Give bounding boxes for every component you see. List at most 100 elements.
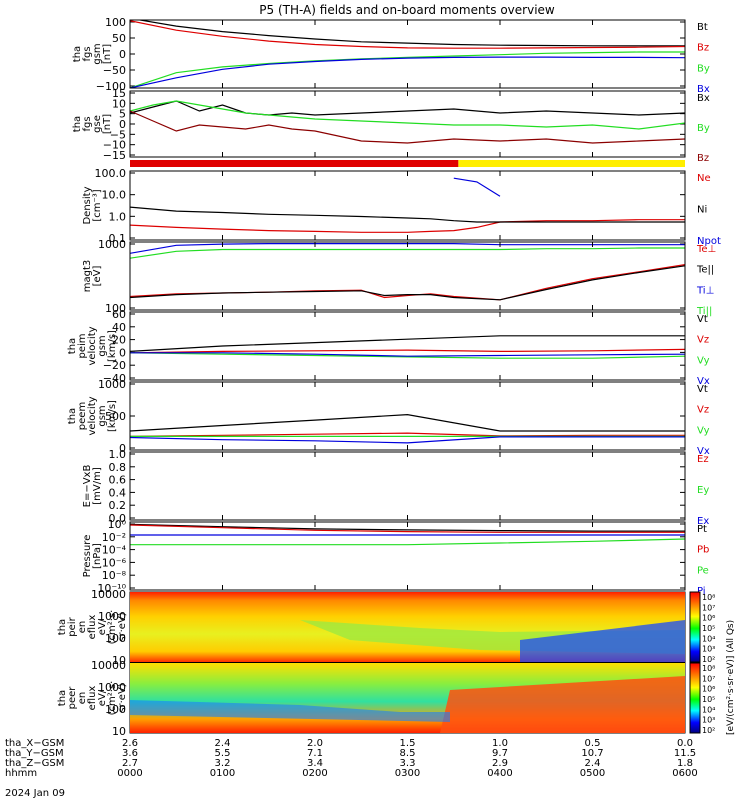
panel-peir_spec: 10000 1000 100 10 thapeirenefluxeV/(cm²·s·sr…: [57, 588, 686, 667]
spectrogram-peir: [130, 592, 685, 662]
series-line-Pe: [130, 538, 685, 546]
y-tick-label: 10⁰: [108, 518, 127, 531]
legend-entry: Vy: [697, 425, 710, 436]
legend-entry: By: [697, 123, 710, 134]
colorbar-tick-label: 10⁴: [702, 705, 715, 714]
series-line-Bt: [136, 20, 685, 47]
y-tick-label: 10: [112, 654, 126, 667]
y-axis-label: E=−VxB[mV/m]: [82, 465, 103, 508]
colorbar-tick-label: 10³: [702, 645, 715, 654]
panel-fgs_gsm: 100 50 0 −50 −100 thafgsgsm[nT] Bt Bz By Bx: [72, 16, 710, 95]
series-line-Ne: [130, 219, 685, 233]
legend-entry: Ti⊥: [696, 285, 714, 296]
series-line-Vz: [130, 348, 685, 354]
x-axis-value: 3.6: [122, 748, 138, 759]
x-axis: tha_X−GSM 2.6 2.4 2.0 1.5 1.0 0.5 0.0 tha_Y−GSM 3…: [5, 738, 698, 779]
x-axis-row-label: tha_Z−GSM: [5, 758, 64, 769]
figure-title: P5 (TH-A) fields and on-board moments ov…: [259, 3, 555, 17]
x-axis-value: 2.0: [307, 738, 323, 749]
y-tick-label: 0: [119, 442, 126, 455]
x-axis-value: 0.5: [585, 738, 601, 749]
y-tick-label: 15: [112, 87, 126, 100]
x-axis-value: 0400: [487, 768, 512, 779]
y-tick-label: 500: [105, 410, 126, 423]
y-tick-label: 40: [112, 321, 126, 334]
series-line-By: [130, 100, 685, 130]
series-line-Pb: [130, 524, 685, 533]
colorbar-tick-label: 10⁴: [702, 634, 715, 643]
y-tick-label: 0.6: [109, 474, 127, 487]
mode-bar-segment-yellow: [458, 160, 685, 167]
series-line-Bx: [130, 100, 685, 116]
y-axis-label: Pressure[nPa]: [82, 535, 103, 578]
x-axis-value: 0600: [672, 768, 697, 779]
x-axis-value: 11.5: [674, 748, 696, 759]
legend-entry: Pi: [697, 586, 706, 597]
x-axis-value: 2.7: [122, 758, 138, 769]
y-tick-label: 5: [119, 108, 126, 121]
colorbar-tick-label: 10⁷: [702, 603, 715, 612]
series-line-Ti||: [130, 247, 685, 259]
series-line-By: [130, 51, 685, 88]
y-tick-label: −10: [103, 139, 126, 152]
panel-frame: [129, 241, 686, 311]
y-tick-label: 1000: [98, 681, 126, 694]
y-tick-label: 100: [105, 302, 126, 315]
x-axis-row-label: tha_X−GSM: [5, 738, 64, 749]
legend-entry: Vt: [697, 314, 708, 325]
series-line-Te||: [130, 265, 685, 301]
panel-frame: [129, 451, 686, 521]
y-axis-label: magt3[eV]: [82, 260, 103, 293]
y-tick-label: 10000: [91, 588, 126, 601]
y-tick-label: 20: [112, 334, 126, 347]
colorbar-tick-label: 10⁶: [702, 685, 715, 694]
y-tick-label: −40: [103, 372, 126, 385]
panels: 100500−50−100thafgsgsm[nT]BtBzByBx151050…: [57, 16, 721, 738]
series-line-Vt: [130, 413, 685, 432]
x-axis-value: 0000: [117, 768, 142, 779]
spectrogram-peer-cold-band: [130, 700, 450, 722]
y-tick-label: −15: [103, 149, 126, 162]
legend-entry: Bz: [697, 153, 709, 164]
spectrogram-peer: [130, 663, 685, 733]
legend-entry: Ni: [697, 205, 707, 216]
y-tick-label: 1000: [98, 238, 126, 251]
x-axis-value: 5.5: [215, 748, 231, 759]
colorbar-tick-label: 10⁵: [702, 695, 715, 704]
x-axis-value: 3.4: [307, 758, 323, 769]
legend-entry: Vt: [697, 384, 708, 395]
y-tick-label: 1.0: [109, 210, 127, 223]
y-tick-label: 10.0: [102, 189, 127, 202]
date-label: 2024 Jan 09: [5, 788, 65, 799]
x-axis-value: 0300: [395, 768, 420, 779]
y-axis-label: thapeimvelocitygsm[km/s]: [67, 326, 118, 365]
x-axis-value: 1.5: [400, 738, 416, 749]
legend-entry: By: [697, 63, 710, 74]
y-tick-label: 0.8: [109, 461, 127, 474]
y-axis-label: Density[cm⁻³]: [82, 186, 103, 224]
x-axis-row-label: hhmm: [5, 768, 37, 779]
x-axis-value: 10.7: [581, 748, 603, 759]
y-tick-label: 10⁻⁸: [102, 569, 127, 582]
legend-entry: Bt: [697, 22, 708, 33]
legend-entry: Pt: [697, 524, 707, 535]
colorbar-tick-label: 10⁵: [702, 624, 715, 633]
colorbar-tick-label: 10²: [702, 726, 715, 735]
series-line-Ni: [130, 206, 685, 223]
y-tick-label: 0: [119, 346, 126, 359]
series-line-Vz: [130, 432, 685, 437]
legend-entry: Vx: [697, 376, 710, 387]
legend-entry: Ex: [697, 516, 709, 527]
spectrogram-peir-dropout: [520, 620, 685, 662]
y-tick-label: 1.0: [109, 448, 127, 461]
y-tick-label: 10: [112, 97, 126, 110]
y-tick-label: 10⁻²: [102, 531, 126, 544]
y-tick-label: 0.4: [109, 486, 127, 499]
legend-entry: Bx: [697, 93, 710, 104]
series-line-Vx: [130, 352, 685, 357]
panel-frame: [129, 170, 686, 241]
